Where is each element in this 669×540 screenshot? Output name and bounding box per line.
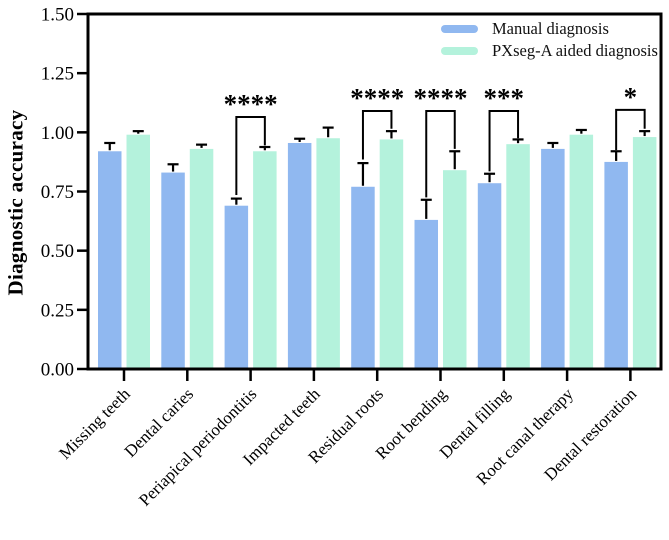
significance-stars-0: **** (224, 89, 278, 119)
bar-aided-2 (253, 151, 277, 369)
bar-aided-8 (632, 137, 657, 369)
bar-manual-1 (161, 172, 185, 369)
bar-aided-4 (379, 139, 404, 369)
y-tick-label-6: 1.50 (41, 5, 74, 26)
bar-manual-8 (604, 161, 628, 369)
legend-label-aided: PXseg-A aided diagnosis (492, 41, 658, 60)
legend-label-manual: Manual diagnosis (492, 19, 609, 38)
legend-item-manual: Manual diagnosis (441, 20, 658, 37)
significance-bracket-0 (235, 115, 266, 196)
legend: Manual diagnosis PXseg-A aided diagnosis (441, 20, 658, 59)
x-category-label-0: Missing teeth (55, 384, 134, 463)
significance-stars-2: **** (414, 83, 468, 113)
bar-manual-5 (414, 219, 438, 369)
plot-frame (86, 12, 663, 371)
x-category-label-2: Periapical periodontitis (135, 384, 260, 509)
bar-manual-3 (287, 142, 312, 369)
bar-aided-6 (506, 144, 530, 369)
significance-bracket-4 (615, 108, 646, 151)
bar-manual-6 (477, 183, 502, 369)
y-tick-label-5: 1.25 (41, 64, 74, 85)
legend-swatch-aided-icon (441, 46, 478, 55)
bar-manual-0 (98, 151, 122, 369)
legend-item-aided: PXseg-A aided diagnosis (441, 42, 658, 59)
y-tick-label-2: 0.50 (41, 241, 74, 262)
significance-bracket-3 (488, 110, 520, 172)
bar-manual-2 (224, 205, 249, 369)
y-tick-label-3: 0.75 (41, 182, 74, 203)
significance-stars-1: **** (350, 83, 404, 113)
bar-aided-7 (569, 134, 594, 369)
y-tick-label-1: 0.25 (41, 300, 74, 321)
bar-manual-7 (541, 148, 565, 369)
bar-aided-5 (443, 170, 467, 369)
significance-stars-3: *** (484, 83, 525, 113)
significance-bracket-1 (361, 110, 393, 160)
y-tick-label-4: 1.00 (41, 123, 74, 144)
bar-aided-1 (189, 148, 214, 369)
legend-swatch-manual-icon (441, 24, 478, 33)
bar-aided-0 (126, 134, 150, 369)
bar-manual-4 (351, 186, 375, 369)
bar-aided-3 (316, 138, 340, 369)
significance-stars-4: * (624, 82, 638, 112)
significance-bracket-2 (425, 110, 456, 198)
y-tick-label-0: 0.00 (41, 360, 74, 381)
